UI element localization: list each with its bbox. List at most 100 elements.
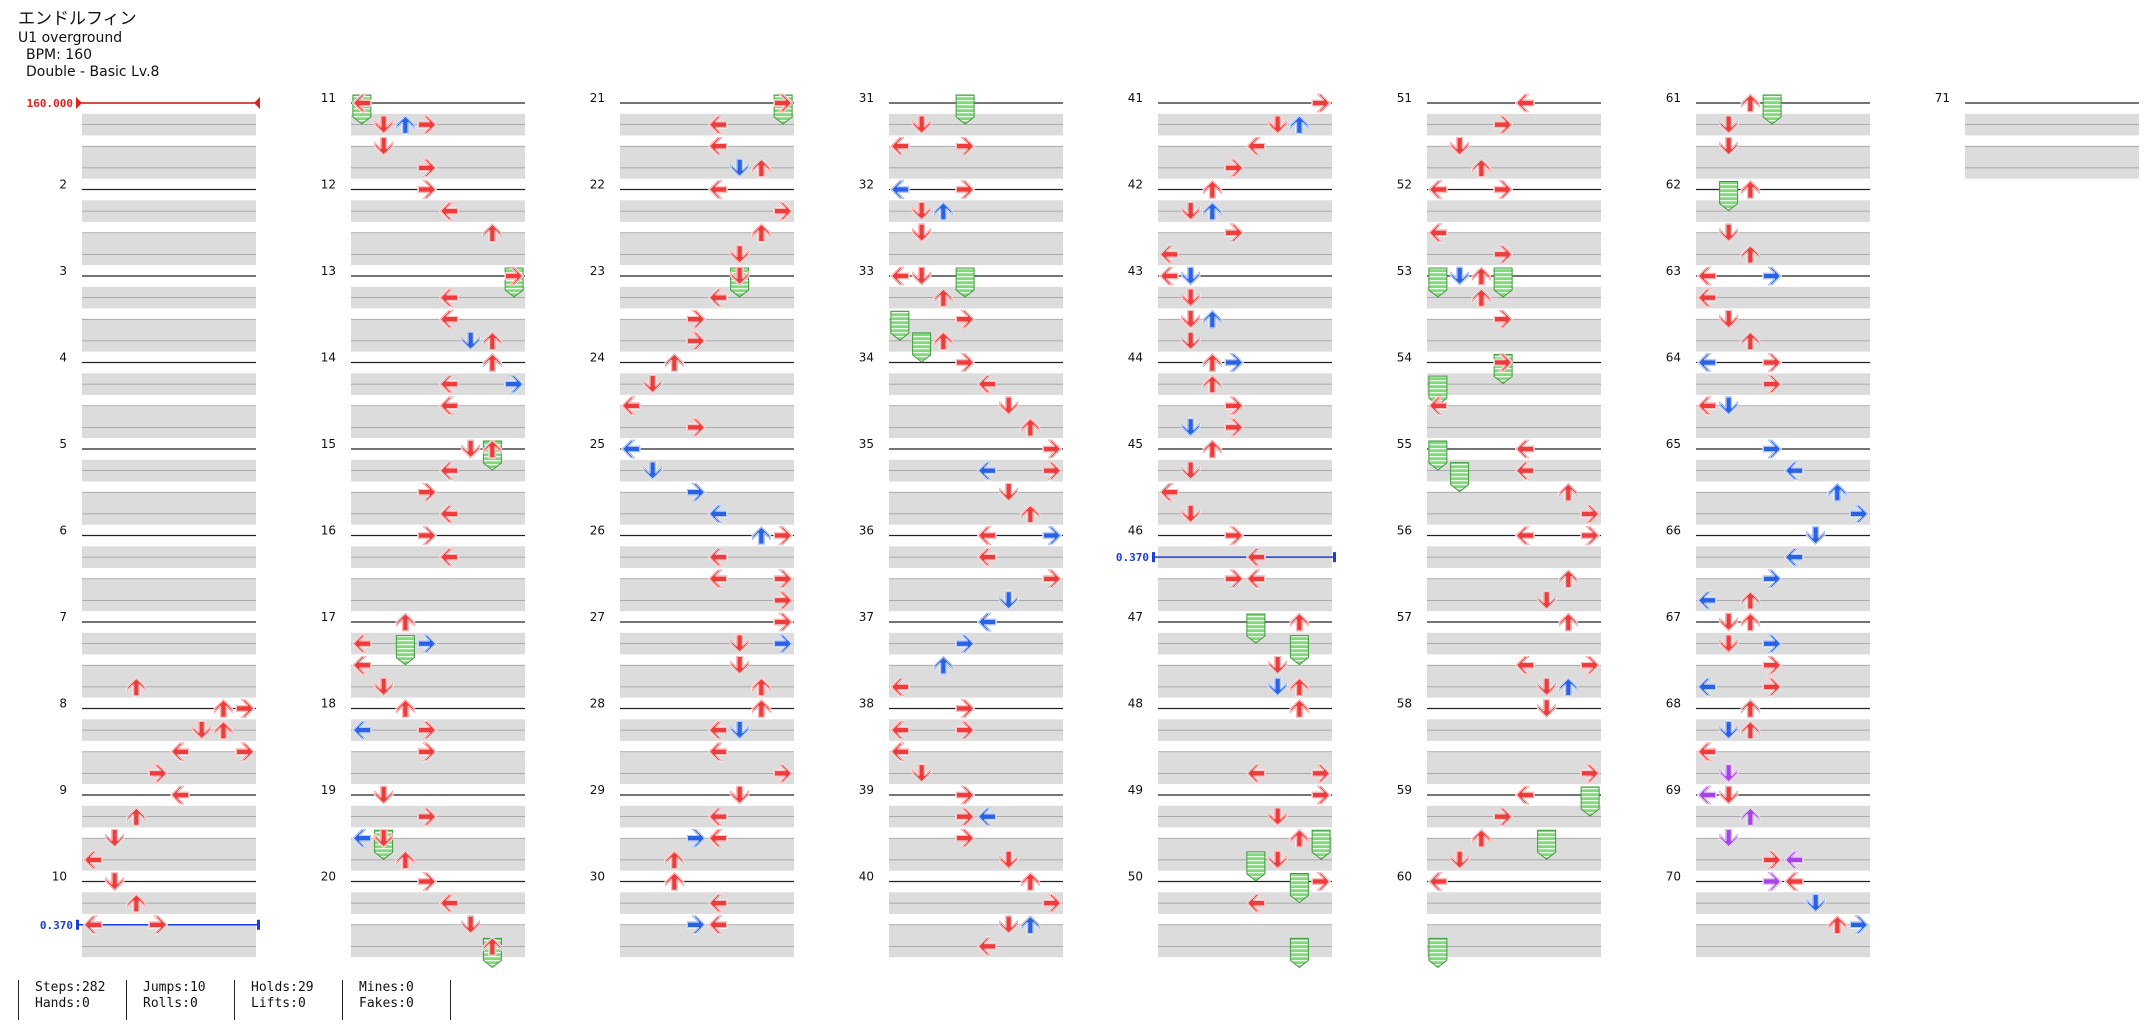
beat-row-band: [1427, 232, 1601, 255]
step-arrow-icon: [395, 114, 416, 135]
step-arrow-icon: [708, 568, 728, 589]
step-arrow-icon: [729, 720, 750, 740]
beat-row-band: [1158, 838, 1332, 860]
measure-number: 31: [859, 91, 874, 105]
step-arrow-icon: [1740, 698, 1761, 719]
hold-note: [912, 332, 932, 363]
step-arrow-icon: [1471, 828, 1492, 849]
step-arrow-icon: [439, 893, 459, 913]
measure-number: 35: [859, 437, 874, 451]
step-arrow-icon: [998, 590, 1019, 611]
step-arrow-icon: [773, 612, 793, 632]
step-arrow-icon: [1289, 114, 1310, 135]
step-arrow-icon: [417, 525, 437, 546]
hold-note: [1246, 851, 1266, 882]
step-arrow-icon: [1180, 331, 1201, 351]
measure-number: 48: [1128, 697, 1143, 711]
step-arrow-icon: [686, 417, 706, 438]
measure-number: 30: [590, 870, 605, 884]
step-arrow-icon: [1159, 482, 1179, 503]
hands-count: Hands:0: [35, 996, 90, 1011]
step-arrow-icon: [1740, 806, 1761, 827]
step-arrow-icon: [1718, 763, 1739, 784]
measure-30: 30: [590, 870, 794, 958]
measure-58: 58: [1397, 697, 1601, 785]
step-arrow-icon: [1020, 871, 1041, 892]
measure-number: 24: [590, 351, 605, 365]
step-arrow-icon: [1493, 244, 1513, 265]
difficulty-label: Double - Basic Lv.8: [26, 64, 160, 80]
step-arrow-icon: [1580, 525, 1600, 546]
beat-row-band: [351, 924, 525, 947]
step-arrow-icon: [1493, 806, 1513, 827]
beat-row-band: [620, 146, 794, 168]
step-arrow-icon: [191, 720, 212, 740]
step-arrow-icon: [1558, 612, 1579, 632]
step-arrow-icon: [1202, 352, 1223, 373]
step-arrow-icon: [686, 482, 706, 503]
measure-14: 14: [321, 351, 525, 439]
beat-row-band: [889, 405, 1063, 428]
step-arrow-icon: [1762, 439, 1782, 459]
beat-row-band: [889, 146, 1063, 168]
step-arrow-icon: [642, 460, 663, 481]
beat-row-band: [1427, 751, 1601, 774]
step-chart: 2345678910111213141516171819202122232425…: [27, 91, 2139, 969]
measure-number: 62: [1666, 178, 1681, 192]
measure-45: 45: [1128, 437, 1332, 525]
hold-note: [890, 310, 910, 341]
step-arrow-icon: [352, 655, 372, 676]
measure-12: 12: [321, 178, 525, 266]
measure-40: 40: [859, 870, 1063, 958]
step-arrow-icon: [1267, 677, 1288, 697]
step-arrow-icon: [1762, 266, 1782, 286]
step-arrow-icon: [708, 720, 728, 740]
step-arrow-icon: [1784, 460, 1804, 481]
step-arrow-icon: [1428, 871, 1448, 892]
measure-number: 8: [59, 697, 67, 711]
step-arrow-icon: [482, 352, 503, 373]
measure-number: 63: [1666, 264, 1681, 278]
measure-number: 59: [1397, 783, 1412, 797]
step-arrow-icon: [686, 828, 706, 849]
measure-33: 33: [859, 264, 1063, 352]
beat-row-band: [889, 924, 1063, 947]
step-arrow-icon: [621, 395, 641, 416]
step-arrow-icon: [773, 633, 793, 654]
step-arrow-icon: [977, 806, 997, 827]
step-arrow-icon: [439, 374, 459, 394]
measure-46: 46: [1128, 524, 1332, 612]
step-arrow-icon: [439, 309, 459, 330]
step-arrow-icon: [1246, 547, 1266, 567]
beat-row-band: [1427, 146, 1601, 168]
measure-number: 5: [59, 437, 67, 451]
step-arrow-icon: [1784, 871, 1804, 892]
step-arrow-icon: [773, 93, 793, 113]
step-arrow-icon: [1762, 633, 1782, 654]
beat-row-band: [889, 232, 1063, 255]
beat-row-band: [1696, 665, 1870, 687]
measure-66: 66: [1666, 524, 1870, 612]
step-arrow-icon: [1718, 828, 1739, 849]
beat-row-band: [1158, 665, 1332, 687]
measure-54: 54: [1397, 351, 1601, 439]
hold-note: [1537, 829, 1557, 860]
step-arrow-icon: [1740, 612, 1761, 632]
lifts-count: Lifts:0: [251, 996, 306, 1011]
step-arrow-icon: [1267, 806, 1288, 827]
step-arrow-icon: [708, 741, 728, 762]
measure-13: 13: [321, 264, 525, 352]
step-arrow-icon: [1202, 309, 1223, 330]
hold-note: [1311, 829, 1331, 860]
measure-number: 53: [1397, 264, 1412, 278]
step-arrow-icon: [417, 114, 437, 135]
hold-note: [955, 267, 975, 298]
beat-row-band: [1696, 578, 1870, 601]
step-arrow-icon: [417, 741, 437, 762]
step-arrow-icon: [373, 114, 394, 135]
step-arrow-icon: [773, 763, 793, 784]
hold-note: [395, 635, 415, 666]
step-arrow-icon: [1493, 179, 1513, 200]
step-arrow-icon: [1042, 893, 1062, 913]
hold-note: [1428, 375, 1448, 406]
